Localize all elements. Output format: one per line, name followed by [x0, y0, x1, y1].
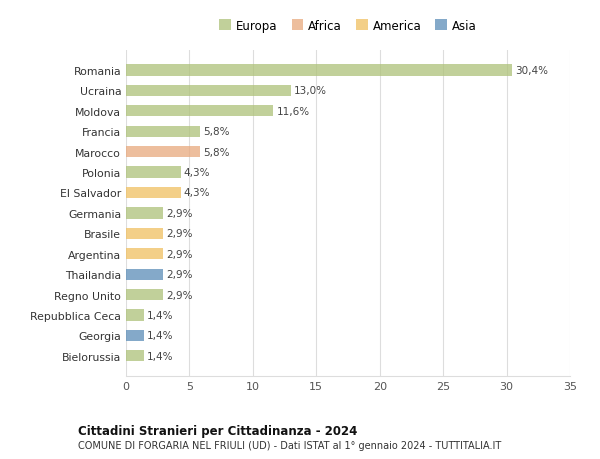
Bar: [126, 228, 163, 240]
Bar: [126, 350, 144, 362]
Text: 2,9%: 2,9%: [166, 208, 193, 218]
Bar: [126, 147, 200, 158]
Text: COMUNE DI FORGARIA NEL FRIULI (UD) - Dati ISTAT al 1° gennaio 2024 - TUTTITALIA.: COMUNE DI FORGARIA NEL FRIULI (UD) - Dat…: [78, 440, 501, 450]
Text: 2,9%: 2,9%: [166, 249, 193, 259]
Text: Cittadini Stranieri per Cittadinanza - 2024: Cittadini Stranieri per Cittadinanza - 2…: [78, 425, 358, 437]
Bar: [126, 167, 181, 178]
Text: 13,0%: 13,0%: [294, 86, 327, 96]
Bar: [126, 289, 163, 301]
Bar: [126, 126, 200, 138]
Bar: [126, 86, 291, 97]
Text: 2,9%: 2,9%: [166, 290, 193, 300]
Bar: [126, 269, 163, 280]
Text: 5,8%: 5,8%: [203, 147, 229, 157]
Bar: [126, 249, 163, 260]
Text: 4,3%: 4,3%: [184, 168, 210, 178]
Text: 11,6%: 11,6%: [277, 106, 310, 117]
Bar: [126, 65, 512, 77]
Bar: [126, 310, 144, 321]
Text: 1,4%: 1,4%: [147, 351, 173, 361]
Text: 30,4%: 30,4%: [515, 66, 548, 76]
Text: 4,3%: 4,3%: [184, 188, 210, 198]
Text: 2,9%: 2,9%: [166, 269, 193, 280]
Legend: Europa, Africa, America, Asia: Europa, Africa, America, Asia: [217, 17, 479, 35]
Text: 2,9%: 2,9%: [166, 229, 193, 239]
Text: 5,8%: 5,8%: [203, 127, 229, 137]
Bar: [126, 106, 273, 117]
Text: 1,4%: 1,4%: [147, 310, 173, 320]
Bar: [126, 330, 144, 341]
Bar: [126, 208, 163, 219]
Bar: [126, 187, 181, 199]
Text: 1,4%: 1,4%: [147, 330, 173, 341]
